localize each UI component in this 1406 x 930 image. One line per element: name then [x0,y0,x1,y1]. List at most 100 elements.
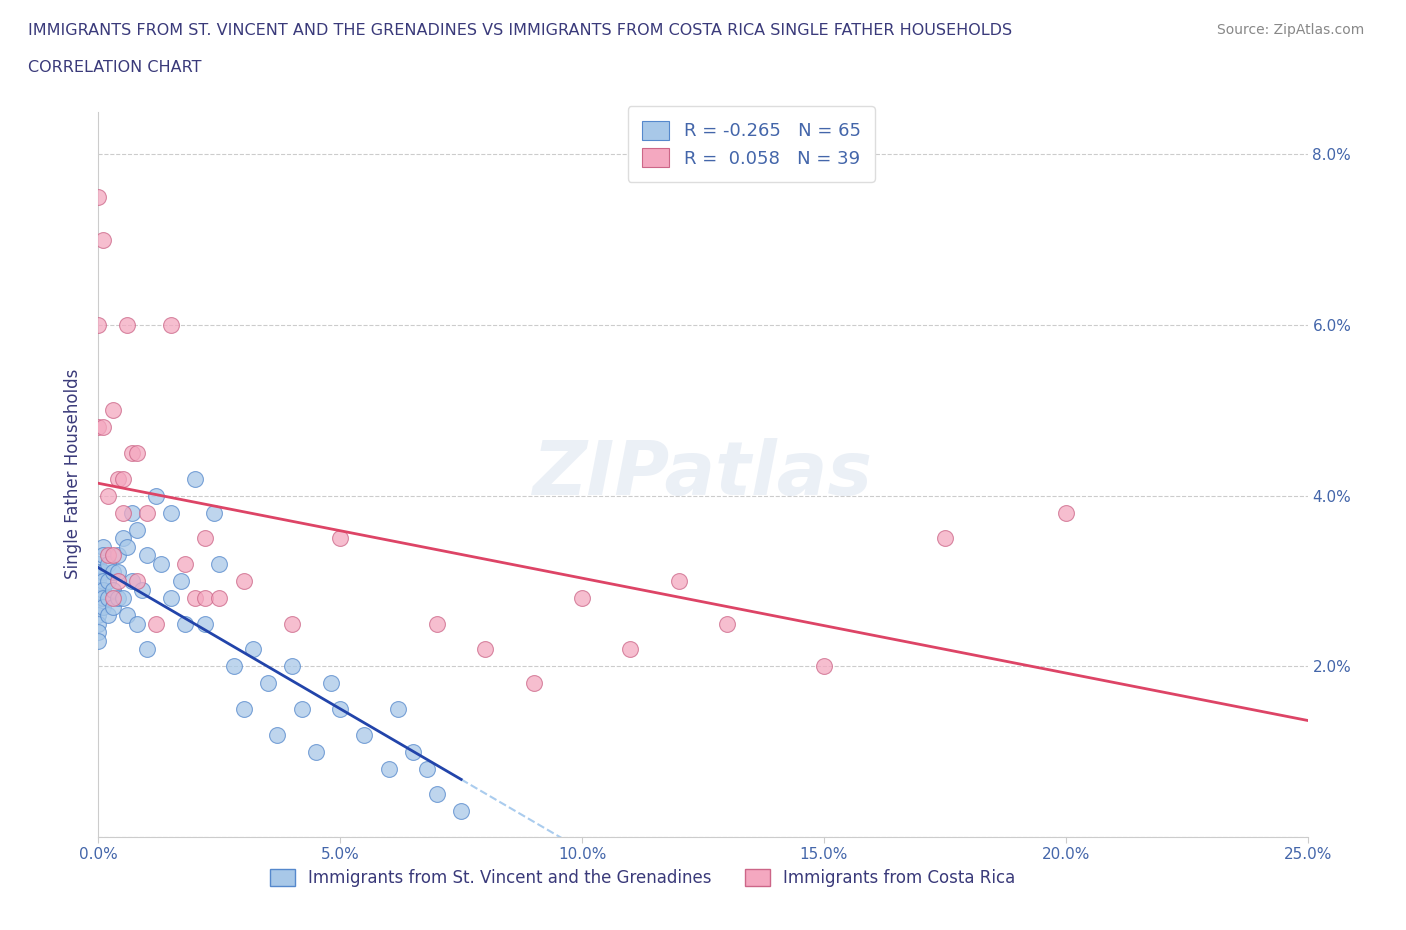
Point [160,591,183,605]
Point [131,582,153,597]
Point [117,539,139,554]
Point [107,472,129,486]
Point [87,582,110,597]
Point [174,617,197,631]
Point [87,625,110,640]
Point [101,582,124,597]
Text: Source: ZipAtlas.com: Source: ZipAtlas.com [1216,23,1364,37]
Point [160,505,183,520]
Point [290,701,312,716]
Point [97,607,120,622]
Point [117,607,139,622]
Point [377,762,399,777]
Point [91,548,114,563]
Point [107,591,129,605]
Point [208,556,231,571]
Point [91,582,114,597]
Point [127,523,149,538]
Point [169,574,191,589]
Point [91,599,114,614]
Point [127,574,149,589]
Point [232,574,254,589]
Point [416,762,439,777]
Point [97,556,120,571]
Point [281,617,304,631]
Point [281,658,304,673]
Point [97,574,120,589]
Point [91,565,114,580]
Point [232,701,254,716]
Point [87,565,110,580]
Point [256,676,278,691]
Point [107,574,129,589]
Point [87,420,110,435]
Point [87,599,110,614]
Text: ZIPatlas: ZIPatlas [533,438,873,511]
Point [111,591,134,605]
Point [97,548,120,563]
Point [194,591,217,605]
Point [145,488,167,503]
Point [450,804,472,818]
Point [107,548,129,563]
Point [1054,505,1077,520]
Point [184,472,207,486]
Point [101,565,124,580]
Point [160,317,183,332]
Point [117,317,139,332]
Point [101,548,124,563]
Point [111,505,134,520]
Point [571,591,593,605]
Point [101,599,124,614]
Point [91,574,114,589]
Point [101,591,124,605]
Point [353,727,375,742]
Point [426,787,449,802]
Point [934,531,956,546]
Point [813,658,835,673]
Point [87,591,110,605]
Point [184,591,207,605]
Point [145,617,167,631]
Point [474,642,496,657]
Point [150,556,173,571]
Point [91,420,114,435]
Point [97,591,120,605]
Point [319,676,342,691]
Point [127,445,149,460]
Point [87,617,110,631]
Point [135,548,157,563]
Point [135,505,157,520]
Point [87,317,110,332]
Text: CORRELATION CHART: CORRELATION CHART [28,60,201,75]
Point [91,591,114,605]
Point [194,531,217,546]
Legend: Immigrants from St. Vincent and the Grenadines, Immigrants from Costa Rica: Immigrants from St. Vincent and the Gren… [263,862,1022,894]
Point [242,642,264,657]
Point [208,591,231,605]
Text: IMMIGRANTS FROM ST. VINCENT AND THE GRENADINES VS IMMIGRANTS FROM COSTA RICA SIN: IMMIGRANTS FROM ST. VINCENT AND THE GREN… [28,23,1012,38]
Point [107,565,129,580]
Point [716,617,738,631]
Point [87,574,110,589]
Point [87,556,110,571]
Point [329,531,352,546]
Point [387,701,409,716]
Point [619,642,641,657]
Point [329,701,352,716]
Point [668,574,690,589]
Point [127,617,149,631]
Point [121,505,143,520]
Point [87,190,110,205]
Point [91,539,114,554]
Point [121,574,143,589]
Point [87,607,110,622]
Point [174,556,197,571]
Point [135,642,157,657]
Point [426,617,449,631]
Point [523,676,546,691]
Point [222,658,245,673]
Point [87,633,110,648]
Point [111,531,134,546]
Point [91,232,114,247]
